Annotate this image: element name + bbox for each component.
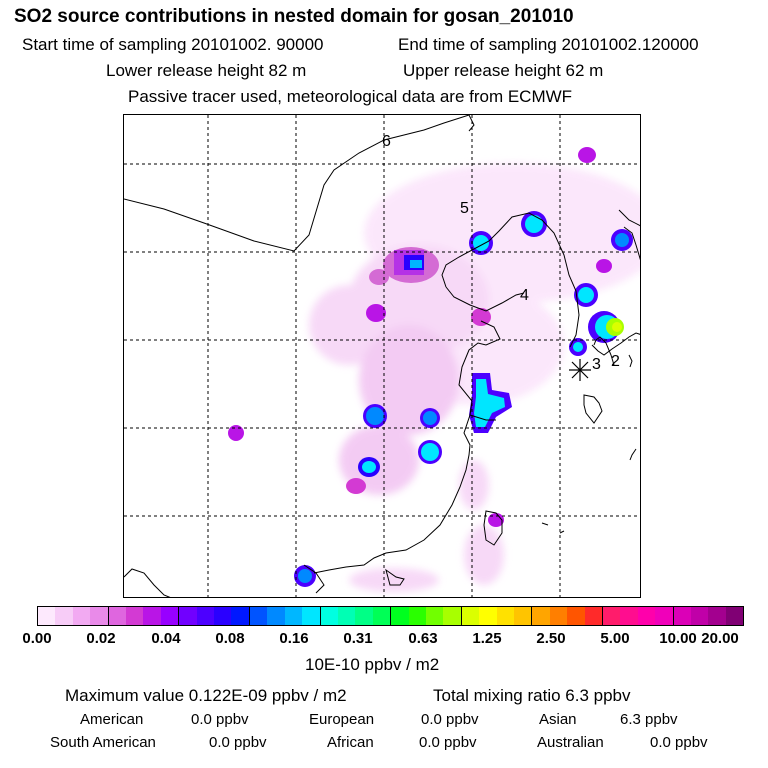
- colorbar-swatch: [513, 607, 533, 625]
- colorbar-swatch: [337, 607, 356, 625]
- colorbar-swatch: [143, 607, 161, 625]
- grid-lines: [124, 115, 640, 597]
- colorbar-swatch: [231, 607, 250, 625]
- european-value: 0.0 ppbv: [421, 711, 479, 728]
- time-marker-2: 2: [611, 353, 620, 370]
- colorbar-swatch: [584, 607, 603, 625]
- colorbar-swatch: [655, 607, 674, 625]
- colorbar-tick: 10.00: [659, 630, 697, 647]
- map-panel: 6 5 4 3 2: [123, 114, 641, 598]
- total-mixing-label: Total mixing ratio 6.3 ppbv: [433, 686, 631, 705]
- american-value: 0.0 ppbv: [191, 711, 249, 728]
- colorbar-tick: 5.00: [600, 630, 630, 647]
- colorbar-swatch: [461, 607, 480, 625]
- max-value-label: Maximum value 0.122E-09 ppbv / m2: [65, 686, 347, 705]
- colorbar-swatch: [108, 607, 127, 625]
- colorbar-tick: 0.08: [215, 630, 245, 647]
- colorbar-swatch: [72, 607, 91, 625]
- colorbar-swatch: [708, 607, 726, 625]
- colorbar-tick: 0.04: [151, 630, 181, 647]
- colorbar-swatch: [637, 607, 656, 625]
- colorbar-swatch: [55, 607, 73, 625]
- colorbar-swatch: [443, 607, 462, 625]
- colorbar-swatch: [90, 607, 109, 625]
- colorbar-swatch: [196, 607, 215, 625]
- australian-label: Australian: [537, 734, 604, 751]
- colorbar: [37, 606, 744, 626]
- page-title: SO2 source contributions in nested domai…: [14, 6, 574, 27]
- colorbar-swatch: [160, 607, 180, 625]
- colorbar-tick: 0.00: [22, 630, 52, 647]
- receptor-star-icon: [569, 359, 591, 381]
- american-label: American: [80, 711, 144, 728]
- colorbar-tick: 0.16: [279, 630, 309, 647]
- colorbar-tick: 0.63: [408, 630, 438, 647]
- african-label: African: [327, 734, 374, 751]
- coastlines: [124, 115, 640, 597]
- colorbar-swatch: [249, 607, 268, 625]
- map-canvas: 6 5 4 3 2: [124, 115, 640, 597]
- colorbar-tick: 0.02: [86, 630, 116, 647]
- colorbar-swatch: [302, 607, 321, 625]
- colorbar-swatch: [603, 607, 621, 625]
- colorbar-swatch: [38, 607, 56, 625]
- lower-height-label: Lower release height 82 m: [106, 61, 307, 80]
- colorbar-swatch: [320, 607, 338, 625]
- european-label: European: [309, 711, 375, 728]
- colorbar-swatch: [620, 607, 638, 625]
- colorbar-unit: 10E-10 ppbv / m2: [305, 655, 440, 674]
- colorbar-swatch: [673, 607, 692, 625]
- colorbar-swatch: [391, 607, 409, 625]
- colorbar-swatch: [214, 607, 232, 625]
- colorbar-swatch: [284, 607, 303, 625]
- colorbar-swatch: [691, 607, 709, 625]
- plume-patches: [228, 147, 612, 527]
- time-marker-6: 6: [382, 133, 391, 150]
- south-american-label: South American: [50, 734, 156, 751]
- australian-value: 0.0 ppbv: [650, 734, 708, 751]
- asian-value: 6.3 ppbv: [620, 711, 678, 728]
- colorbar-swatch: [126, 607, 144, 625]
- colorbar-swatch: [549, 607, 568, 625]
- colorbar-swatch: [496, 607, 514, 625]
- colorbar-swatch: [372, 607, 392, 625]
- colorbar-swatch: [425, 607, 444, 625]
- colorbar-swatch: [267, 607, 285, 625]
- colorbar-swatch: [479, 607, 497, 625]
- colorbar-swatch: [532, 607, 550, 625]
- time-marker-4: 4: [520, 287, 529, 304]
- colorbar-swatch: [179, 607, 197, 625]
- hotspot-markers: [294, 211, 633, 587]
- colorbar-tick: 0.31: [343, 630, 373, 647]
- tracer-note: Passive tracer used, meteorological data…: [128, 87, 573, 106]
- colorbar-swatch: [355, 607, 373, 625]
- colorbar-tick: 1.25: [472, 630, 502, 647]
- colorbar-tick: 2.50: [536, 630, 566, 647]
- colorbar-swatch: [408, 607, 426, 625]
- colorbar-tick: 20.00: [701, 630, 739, 647]
- end-time-label: End time of sampling 20101002.120000: [398, 35, 699, 54]
- start-time-label: Start time of sampling 20101002. 90000: [22, 35, 324, 54]
- trajectory-time-markers: 6 5 4 3 2: [382, 133, 620, 373]
- asian-label: Asian: [539, 711, 577, 728]
- colorbar-swatch: [567, 607, 585, 625]
- upper-height-label: Upper release height 62 m: [403, 61, 604, 80]
- south-american-value: 0.0 ppbv: [209, 734, 267, 751]
- time-marker-5: 5: [460, 200, 469, 217]
- african-value: 0.0 ppbv: [419, 734, 477, 751]
- colorbar-swatch: [725, 607, 744, 625]
- time-marker-3: 3: [592, 356, 601, 373]
